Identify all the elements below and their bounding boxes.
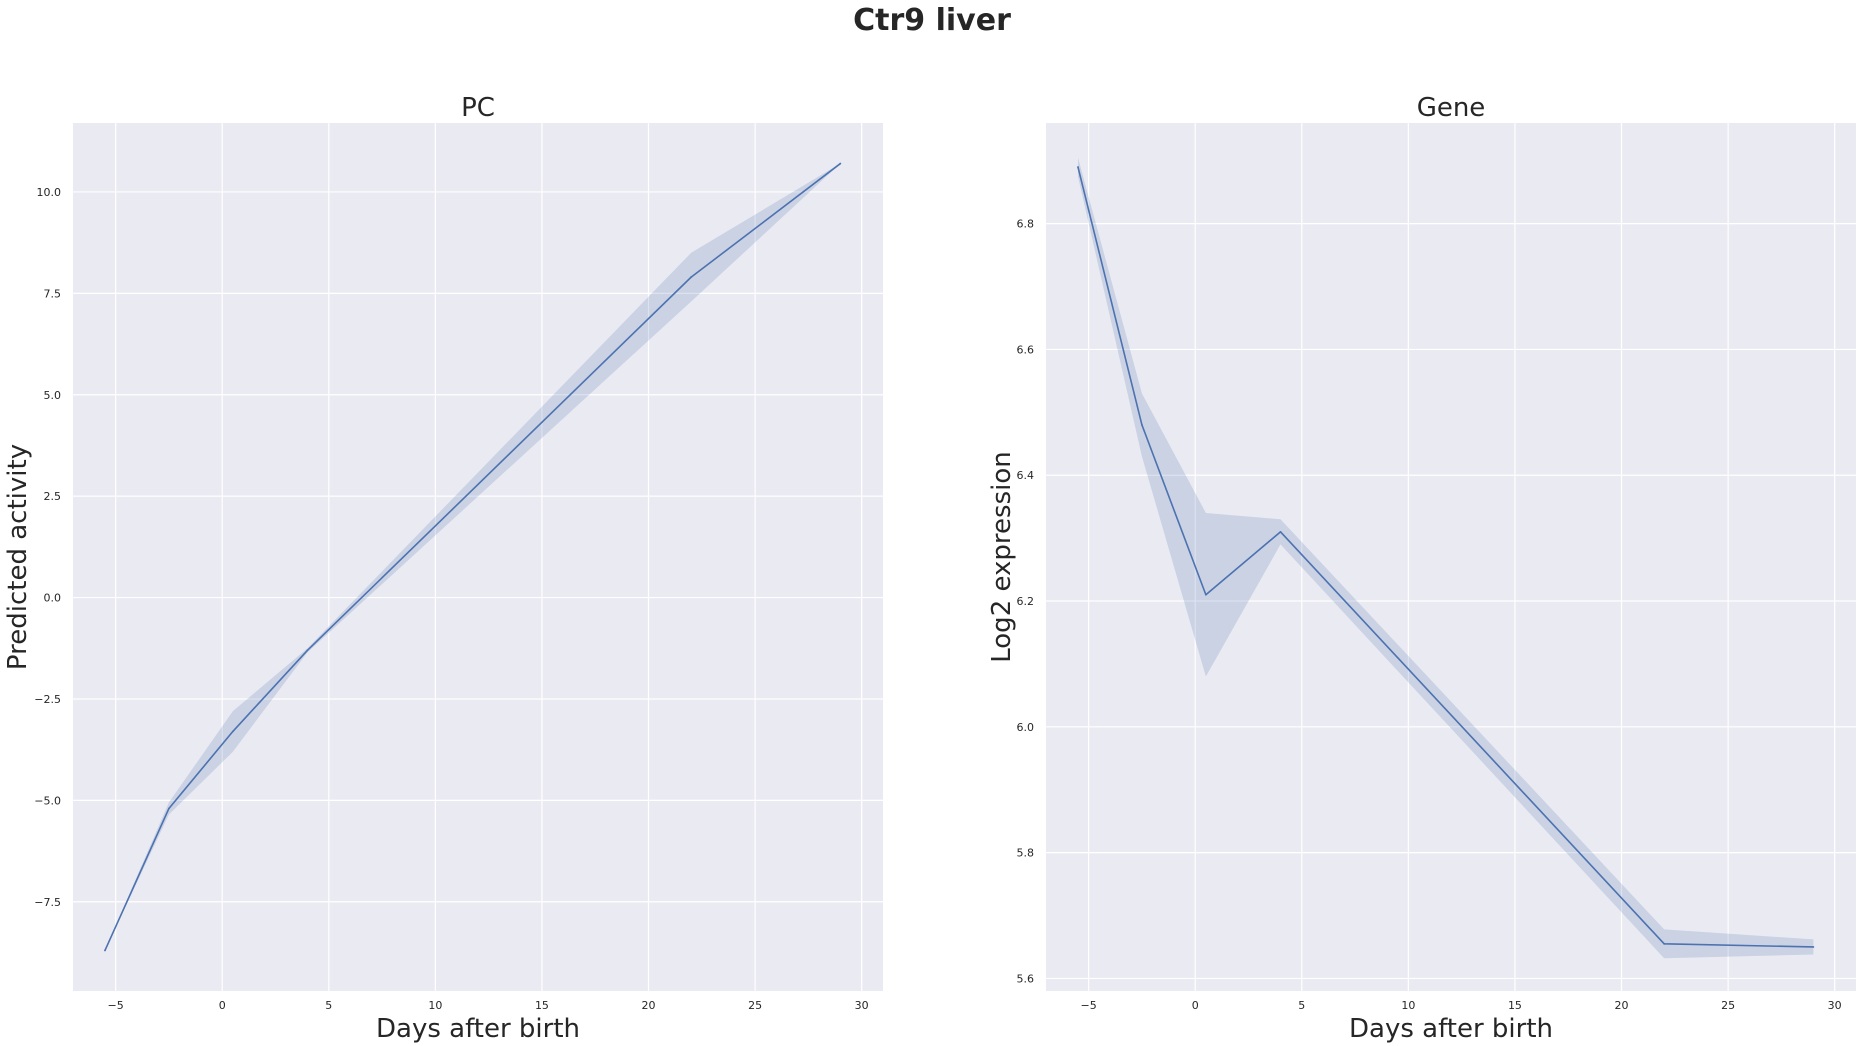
y-tick-label: 5.0 (44, 389, 62, 402)
x-tick-label: 5 (325, 999, 332, 1012)
y-tick-label: −5.0 (34, 794, 61, 807)
y-tick-label: 2.5 (44, 490, 62, 503)
x-tick-label: 0 (1192, 999, 1199, 1012)
chart-pc: −5 0 5 10 15 20 25 30 −7.5 −5.0 −2.5 0.0 2.5 5.0 7.5 1… (3, 93, 883, 1044)
x-tick-label: 25 (748, 999, 762, 1012)
x-tick-label: 20 (642, 999, 656, 1012)
panel-title-gene: Gene (1417, 93, 1486, 123)
plot-area-pc (73, 123, 883, 991)
x-tick-label: 30 (1828, 999, 1842, 1012)
x-tick-label: 15 (535, 999, 549, 1012)
line-pc (104, 162, 842, 952)
y-tick-label: 5.6 (1017, 972, 1035, 985)
y-tick-label: 6.2 (1017, 595, 1035, 608)
y-tick-label: 5.8 (1017, 847, 1035, 860)
confidence-band (1077, 157, 1814, 959)
y-tick-label: 7.5 (44, 287, 62, 300)
data-point (1204, 593, 1207, 596)
x-tick-label: 5 (1298, 999, 1305, 1012)
data-point (168, 807, 170, 810)
y-axis-label-pc: Predicted activity (3, 444, 33, 670)
x-tick-label: 0 (219, 999, 226, 1012)
data-point (306, 649, 309, 652)
data-point (690, 276, 693, 279)
y-tick-label: −2.5 (34, 693, 61, 706)
y-tick-label: 6.0 (1017, 721, 1035, 734)
y-tick-label: 0.0 (44, 592, 62, 605)
x-ticks-gene: −5 0 5 10 15 20 25 30 (1081, 999, 1842, 1012)
x-tick-label: 10 (428, 999, 442, 1012)
plot-area-gene (1046, 123, 1856, 991)
data-point (1663, 942, 1666, 945)
x-tick-label: −5 (1081, 999, 1097, 1012)
y-tick-label: 6.4 (1017, 469, 1035, 482)
data-point (839, 162, 842, 165)
grid-gene (1046, 123, 1856, 991)
data-point (231, 730, 234, 733)
data-point (1279, 530, 1282, 533)
y-tick-label: −7.5 (34, 896, 61, 909)
data-point (1141, 424, 1143, 426)
x-ticks-pc: −5 0 5 10 15 20 25 30 (108, 999, 869, 1012)
chart-gene: −5 0 5 10 15 20 25 30 5.6 5.8 6.0 6.2 6.4 6.6 6.8 Gen… (987, 93, 1856, 1044)
y-tick-label: 6.6 (1017, 343, 1035, 356)
x-tick-label: −5 (108, 999, 124, 1012)
y-ticks-pc: −7.5 −5.0 −2.5 0.0 2.5 5.0 7.5 10.0 (34, 186, 61, 909)
line-gene (1077, 166, 1815, 948)
y-tick-label: 6.8 (1017, 218, 1035, 231)
x-axis-label-pc: Days after birth (376, 1014, 580, 1044)
data-point (104, 949, 106, 952)
data-point (1812, 946, 1815, 948)
data-point (1077, 166, 1079, 168)
x-axis-label-gene: Days after birth (1349, 1014, 1553, 1044)
y-ticks-gene: 5.6 5.8 6.0 6.2 6.4 6.6 6.8 (1017, 218, 1035, 986)
x-tick-label: 25 (1721, 999, 1735, 1012)
grid-pc (73, 123, 883, 991)
y-axis-label-gene: Log2 expression (987, 451, 1017, 663)
x-tick-label: 30 (855, 999, 869, 1012)
series-line (1077, 166, 1814, 948)
x-tick-label: 10 (1401, 999, 1415, 1012)
figure-title: Ctr9 liver (853, 3, 1011, 38)
ci-band-gene (1077, 157, 1814, 959)
y-tick-label: 10.0 (37, 186, 62, 199)
series-line (104, 162, 841, 951)
x-tick-label: 20 (1615, 999, 1629, 1012)
x-tick-label: 15 (1508, 999, 1522, 1012)
panel-title-pc: PC (461, 93, 495, 123)
